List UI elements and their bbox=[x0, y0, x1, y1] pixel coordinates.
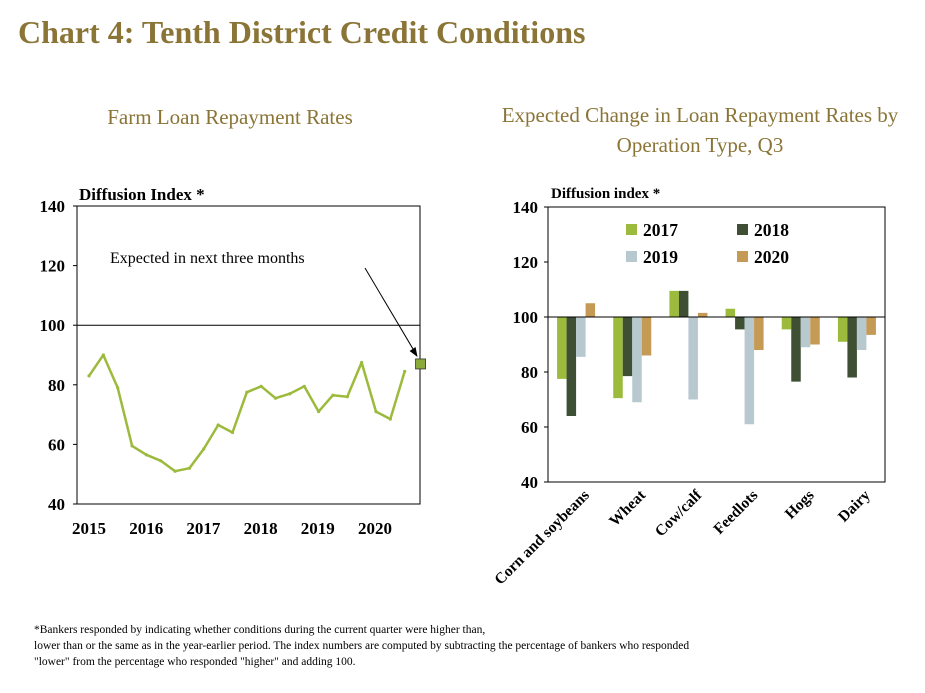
bar-2018 bbox=[847, 317, 857, 378]
bar-2020 bbox=[641, 317, 652, 356]
data-point bbox=[230, 430, 235, 435]
y-tick-label: 140 bbox=[40, 197, 66, 216]
legend-label-2020: 2020 bbox=[754, 247, 789, 267]
category-label: Hogs bbox=[782, 487, 818, 523]
y-axis-label: Diffusion Index * bbox=[79, 185, 205, 204]
data-point bbox=[259, 384, 263, 388]
category-label: Corn and soybeans bbox=[491, 487, 593, 589]
page-title: Chart 4: Tenth District Credit Condition… bbox=[18, 14, 586, 50]
legend-swatch-2020 bbox=[737, 251, 748, 262]
annotation-arrowhead bbox=[409, 346, 418, 357]
bar-2018 bbox=[622, 317, 633, 377]
plot-frame bbox=[547, 206, 886, 483]
x-tick-label: 2016 bbox=[129, 519, 163, 538]
legend-swatch-2019 bbox=[626, 251, 637, 262]
data-point bbox=[202, 447, 206, 451]
data-point bbox=[403, 369, 407, 373]
bar-2017 bbox=[613, 317, 623, 399]
data-point bbox=[187, 466, 192, 470]
data-point bbox=[317, 410, 321, 414]
bar-2019 bbox=[856, 317, 867, 350]
bar-2020 bbox=[810, 317, 820, 345]
data-point bbox=[159, 459, 163, 463]
footnote-line-3: "lower" from the percentage who responde… bbox=[34, 656, 356, 668]
bar-2018 bbox=[791, 317, 801, 382]
x-tick-label: 2018 bbox=[244, 519, 278, 538]
data-point bbox=[101, 353, 105, 357]
data-point bbox=[144, 453, 148, 457]
data-point bbox=[216, 423, 220, 427]
plot-frame bbox=[76, 205, 421, 505]
data-point bbox=[173, 469, 177, 473]
data-point bbox=[360, 360, 364, 365]
bar-2017 bbox=[669, 290, 679, 317]
y-tick-label: 80 bbox=[48, 376, 65, 395]
bar-2018 bbox=[678, 290, 689, 317]
x-tick-label: 2017 bbox=[186, 519, 221, 538]
bar-2019 bbox=[576, 317, 586, 357]
y-tick-label: 40 bbox=[521, 473, 538, 492]
y-tick-label: 80 bbox=[521, 363, 538, 382]
data-point bbox=[345, 395, 349, 399]
data-point bbox=[116, 386, 120, 390]
y-axis-label: Diffusion index * bbox=[551, 186, 660, 202]
legend-swatch-2017 bbox=[626, 224, 637, 235]
bar-2020 bbox=[585, 303, 596, 317]
legend-label-2017: 2017 bbox=[643, 220, 678, 240]
bar-2019 bbox=[688, 317, 698, 400]
bar-2018 bbox=[735, 317, 745, 330]
legend-label-2018: 2018 bbox=[754, 220, 789, 240]
bar-2019 bbox=[800, 317, 811, 348]
data-point bbox=[331, 393, 335, 397]
data-point bbox=[302, 384, 306, 388]
bar-2019 bbox=[632, 317, 642, 403]
right-chart-title: Expected Change in Loan Repayment Rates … bbox=[501, 103, 899, 157]
bar-2017 bbox=[725, 308, 736, 317]
data-point bbox=[273, 396, 278, 400]
y-tick-label: 60 bbox=[521, 418, 538, 437]
annotation-arrow bbox=[364, 267, 417, 356]
category-label: Dairy bbox=[835, 487, 874, 526]
y-tick-label: 120 bbox=[40, 257, 66, 276]
bar-2020 bbox=[754, 317, 764, 350]
y-tick-label: 40 bbox=[48, 495, 65, 514]
bar-2017 bbox=[837, 317, 848, 342]
bar-2020 bbox=[697, 312, 708, 317]
x-tick-label: 2015 bbox=[72, 519, 106, 538]
bar-2017 bbox=[557, 317, 567, 379]
x-tick-label: 2019 bbox=[301, 519, 335, 538]
y-tick-label: 100 bbox=[40, 316, 66, 335]
left-chart-title: Farm Loan Repayment Rates bbox=[107, 105, 353, 129]
data-point bbox=[245, 390, 249, 394]
bar-2018 bbox=[566, 317, 577, 416]
category-label: Cow/calf bbox=[652, 486, 706, 540]
bar-2017 bbox=[781, 317, 792, 330]
bar-2020 bbox=[866, 317, 876, 335]
expected-annotation: Expected in next three months bbox=[110, 250, 305, 267]
data-point bbox=[87, 374, 91, 378]
legend-label-2019: 2019 bbox=[643, 247, 678, 267]
y-tick-label: 60 bbox=[48, 435, 65, 454]
y-tick-label: 100 bbox=[513, 308, 539, 327]
data-point bbox=[288, 392, 292, 396]
legend-swatch-2018 bbox=[737, 224, 748, 235]
bar-2019 bbox=[744, 317, 755, 425]
data-point bbox=[130, 444, 134, 448]
y-tick-label: 140 bbox=[513, 198, 539, 217]
category-label: Feedlots bbox=[710, 487, 761, 538]
category-label: Wheat bbox=[606, 486, 650, 530]
x-tick-label: 2020 bbox=[358, 519, 392, 538]
data-point bbox=[388, 417, 392, 421]
y-tick-label: 120 bbox=[513, 253, 539, 272]
footnote-line-2: lower than or the same as in the year-ea… bbox=[34, 640, 690, 652]
footnote-line-1: *Bankers responded by indicating whether… bbox=[34, 624, 486, 636]
expected-marker bbox=[415, 358, 426, 370]
data-point bbox=[374, 410, 378, 414]
